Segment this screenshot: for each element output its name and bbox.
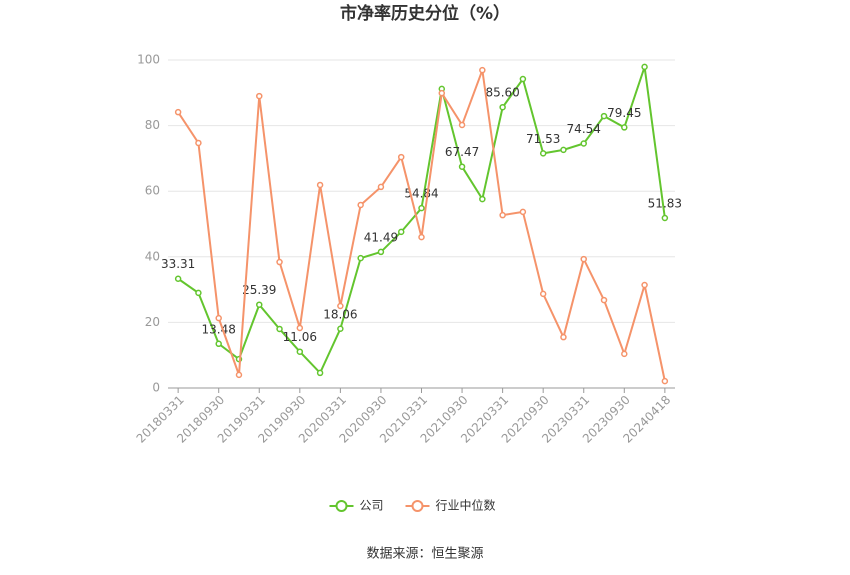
point xyxy=(418,233,425,241)
point xyxy=(337,325,344,333)
point xyxy=(499,103,506,111)
point xyxy=(661,214,669,222)
data-label: 85.60 xyxy=(485,86,519,100)
data-label: 13.48 xyxy=(202,322,236,336)
point xyxy=(519,208,527,216)
point xyxy=(397,228,405,236)
point xyxy=(316,181,324,189)
point xyxy=(215,340,222,348)
point xyxy=(418,204,425,212)
point xyxy=(621,350,628,358)
point xyxy=(377,248,385,256)
point xyxy=(316,369,324,377)
point xyxy=(174,108,182,116)
point xyxy=(377,183,385,191)
data-label: 33.31 xyxy=(161,257,195,271)
point xyxy=(357,254,364,262)
data-label: 71.53 xyxy=(526,132,560,146)
data-label: 79.45 xyxy=(607,106,641,120)
point xyxy=(256,301,263,308)
point xyxy=(357,201,364,209)
data-label: 25.39 xyxy=(242,283,276,297)
point xyxy=(539,150,547,157)
y-tick-label: 0 xyxy=(152,381,160,395)
legend-label: 行业中位数 xyxy=(436,498,496,513)
point xyxy=(479,195,486,203)
point xyxy=(600,112,608,120)
point xyxy=(580,255,587,263)
point xyxy=(458,163,466,170)
point xyxy=(215,314,222,322)
y-tick-label: 100 xyxy=(137,53,160,67)
point xyxy=(276,325,283,333)
y-tick-label: 20 xyxy=(145,315,160,329)
point xyxy=(458,121,466,129)
point xyxy=(560,333,567,341)
y-tick-label: 80 xyxy=(145,118,160,132)
legend-label: 公司 xyxy=(360,499,384,513)
point xyxy=(397,153,405,161)
point xyxy=(621,124,628,131)
point xyxy=(195,289,202,297)
point xyxy=(438,89,446,97)
legend-marker xyxy=(335,500,348,512)
point xyxy=(661,377,669,385)
series-line xyxy=(177,69,666,382)
y-tick-label: 40 xyxy=(145,249,160,263)
point xyxy=(499,211,506,219)
point xyxy=(580,140,587,147)
data-label: 18.06 xyxy=(323,307,357,321)
chart-title: 市净率历史分位（%） xyxy=(340,3,510,24)
source: 数据来源：恒生聚源 xyxy=(366,547,483,562)
data-label: 51.83 xyxy=(648,196,682,210)
point xyxy=(337,302,344,310)
point xyxy=(174,275,182,282)
point xyxy=(539,290,547,298)
point xyxy=(600,296,608,304)
point xyxy=(479,66,486,74)
point xyxy=(276,258,283,266)
data-label: 11.06 xyxy=(283,330,317,344)
point xyxy=(235,371,243,379)
point xyxy=(519,75,527,83)
point xyxy=(641,63,648,71)
data-label: 67.47 xyxy=(445,145,479,159)
point xyxy=(256,92,263,100)
point xyxy=(641,281,648,289)
point xyxy=(195,139,202,147)
legend-marker xyxy=(411,500,424,512)
point xyxy=(296,348,304,355)
data-label: 41.49 xyxy=(364,230,398,244)
data-label: 54.84 xyxy=(404,187,438,201)
point xyxy=(560,146,567,154)
y-tick-label: 60 xyxy=(145,184,160,198)
data-label: 74.54 xyxy=(567,122,601,136)
point xyxy=(296,324,304,332)
